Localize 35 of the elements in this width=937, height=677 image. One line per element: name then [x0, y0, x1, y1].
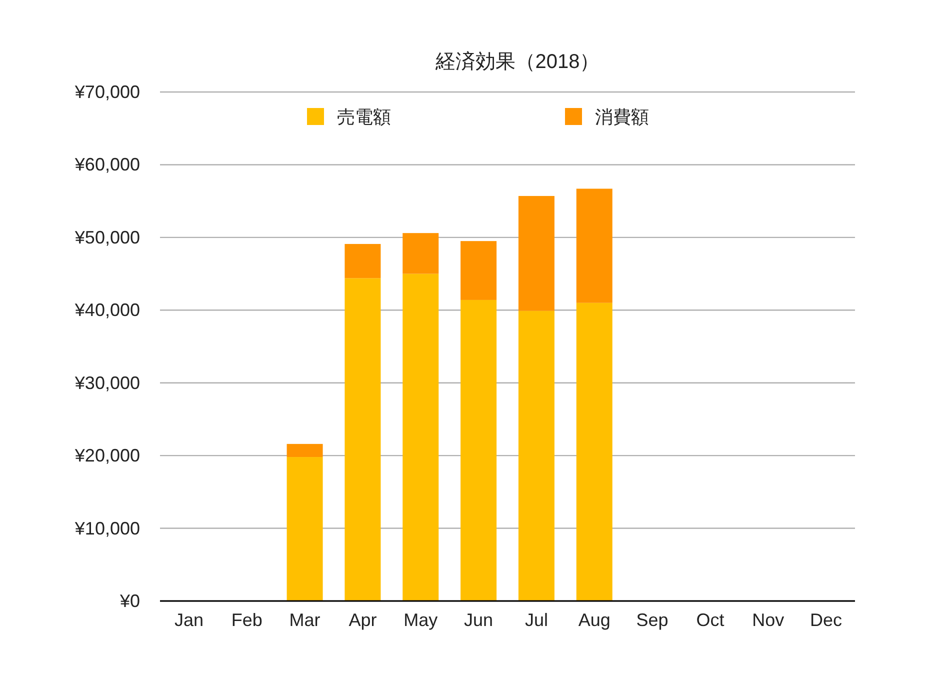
x-tick-label: Apr [348, 610, 377, 630]
bar [286, 457, 323, 601]
bar [402, 233, 439, 274]
x-tick-label: Jun [464, 610, 494, 630]
bar [518, 310, 554, 601]
bar [344, 278, 381, 601]
x-tick-label: Dec [810, 610, 842, 630]
y-tick-label: ¥20,000 [74, 446, 140, 466]
x-tick-label: Mar [289, 610, 320, 630]
x-tick-label: Aug [578, 610, 610, 630]
chart-title: 経済効果（2018） [434, 51, 600, 73]
y-tick-label: ¥40,000 [74, 300, 140, 320]
bar [460, 241, 497, 300]
legend-label: 消費額 [595, 107, 649, 127]
y-tick-label: ¥10,000 [74, 518, 140, 538]
x-tick-label: Oct [696, 610, 724, 630]
x-tick-label: Feb [231, 610, 262, 630]
y-tick-label: ¥50,000 [74, 227, 140, 248]
y-tick-label: ¥30,000 [74, 372, 140, 393]
x-tick-label: Jul [524, 610, 548, 630]
bar [576, 188, 612, 303]
y-tick-label: ¥70,000 [74, 82, 140, 102]
x-tick-label: Nov [752, 610, 784, 630]
bar [402, 274, 439, 601]
bar [286, 444, 323, 458]
x-tick-label: May [404, 610, 438, 630]
bar [460, 300, 497, 601]
bar [518, 196, 554, 311]
bar [344, 244, 381, 278]
bar [576, 302, 612, 601]
legend-label: 売電額 [337, 107, 391, 127]
x-tick-label: Sep [636, 610, 668, 630]
y-tick-label: ¥0 [118, 591, 140, 611]
y-tick-label: ¥60,000 [74, 154, 140, 175]
x-tick-label: Jan [174, 610, 204, 630]
